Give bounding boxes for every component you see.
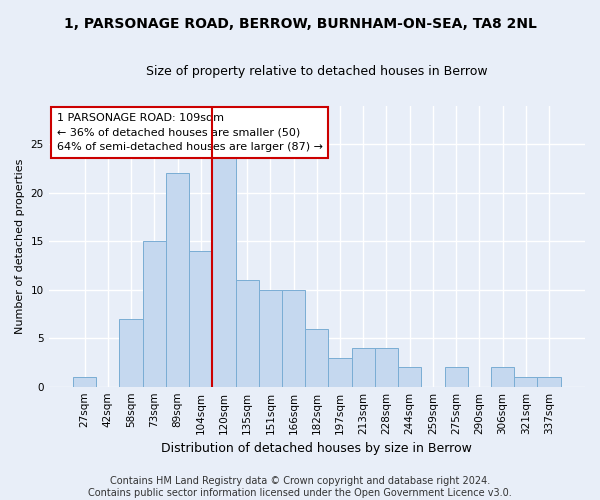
Text: 1, PARSONAGE ROAD, BERROW, BURNHAM-ON-SEA, TA8 2NL: 1, PARSONAGE ROAD, BERROW, BURNHAM-ON-SE… [64, 18, 536, 32]
Bar [236, 280, 259, 386]
Bar [328, 358, 352, 386]
Bar [305, 328, 328, 386]
Bar [445, 368, 468, 386]
Bar [282, 290, 305, 386]
Bar [143, 242, 166, 386]
Bar [398, 368, 421, 386]
Bar [375, 348, 398, 387]
Title: Size of property relative to detached houses in Berrow: Size of property relative to detached ho… [146, 65, 488, 78]
Bar [259, 290, 282, 386]
Bar [491, 368, 514, 386]
Bar [166, 174, 189, 386]
Bar [119, 319, 143, 386]
Bar [352, 348, 375, 387]
Bar [73, 377, 96, 386]
Bar [212, 154, 236, 386]
Bar [189, 251, 212, 386]
Text: 1 PARSONAGE ROAD: 109sqm
← 36% of detached houses are smaller (50)
64% of semi-d: 1 PARSONAGE ROAD: 109sqm ← 36% of detach… [57, 112, 323, 152]
Y-axis label: Number of detached properties: Number of detached properties [15, 158, 25, 334]
Bar [514, 377, 538, 386]
Text: Contains HM Land Registry data © Crown copyright and database right 2024.
Contai: Contains HM Land Registry data © Crown c… [88, 476, 512, 498]
Bar [538, 377, 560, 386]
X-axis label: Distribution of detached houses by size in Berrow: Distribution of detached houses by size … [161, 442, 472, 455]
